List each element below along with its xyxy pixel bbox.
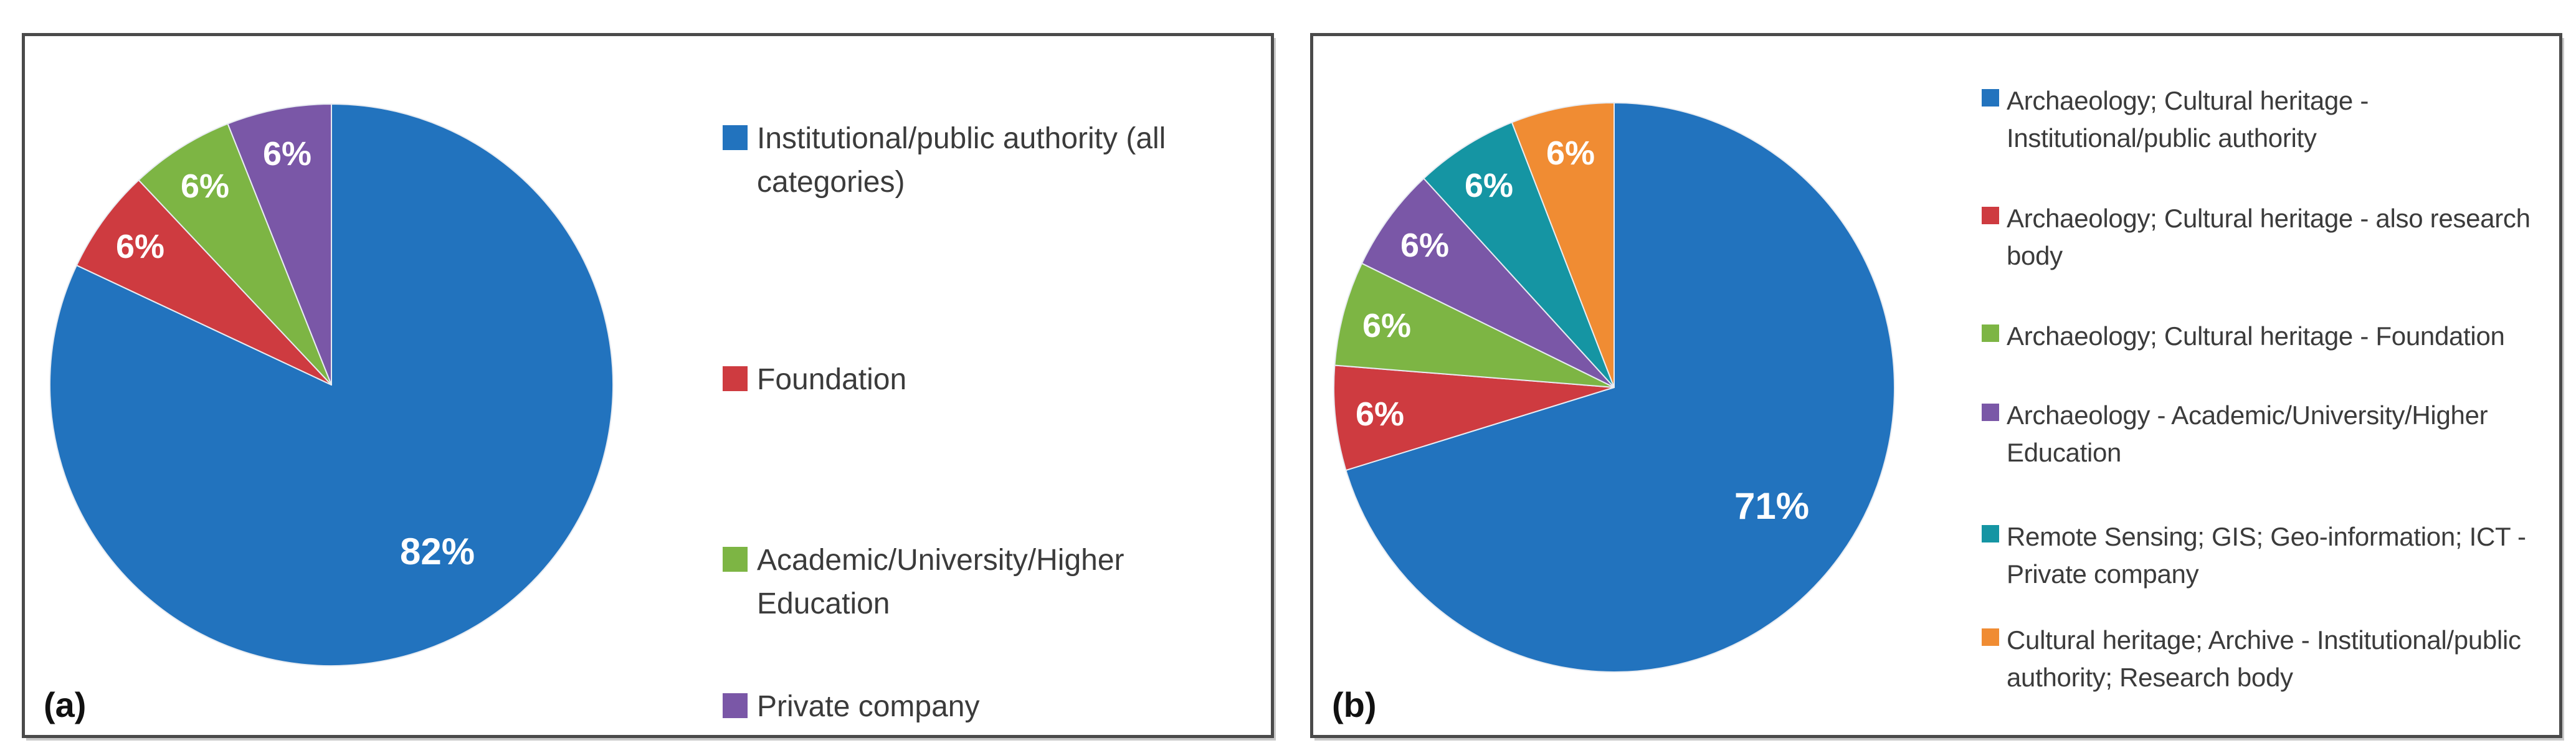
pie-slice: [1345, 102, 1895, 673]
pie-chart-b: 71% 6% 6% 6% 6% 6%: [1333, 102, 1895, 673]
panel-label-a: (a): [44, 685, 87, 724]
panel-label-b: (b): [1332, 685, 1377, 724]
pie-slice: [49, 103, 614, 666]
pie-slice-label: 6%: [1362, 307, 1411, 344]
pie-slice-label: 71%: [1734, 485, 1809, 527]
pie-slice-label: 6%: [1465, 167, 1513, 204]
pie-slice-label: 6%: [181, 168, 229, 205]
panel-a: 82% 6% 6% 6% Institutional/public authority…: [22, 33, 1274, 738]
pie-slice: [138, 123, 332, 386]
pie-slice-label: 6%: [1400, 227, 1449, 264]
pie-slice-label: 6%: [116, 228, 164, 265]
pie-slice-label: 6%: [263, 135, 311, 173]
pie-slice: [227, 103, 332, 386]
pie-slice-label: 6%: [1356, 395, 1404, 433]
panel-b: 71% 6% 6% 6% 6% 6% Archaeology; Cultural heri…: [1310, 33, 2562, 738]
pie-slice-label: 82%: [400, 531, 475, 572]
pie-slice: [1334, 262, 1615, 388]
pie-slice: [1361, 178, 1615, 388]
pie-slice: [1423, 121, 1615, 388]
pie-slice: [1333, 364, 1615, 471]
pie-slice-label: 6%: [1546, 135, 1595, 172]
pie-slice: [76, 179, 332, 386]
pie-slice: [1511, 102, 1615, 388]
pie-chart-a: 82% 6% 6% 6%: [49, 103, 614, 666]
